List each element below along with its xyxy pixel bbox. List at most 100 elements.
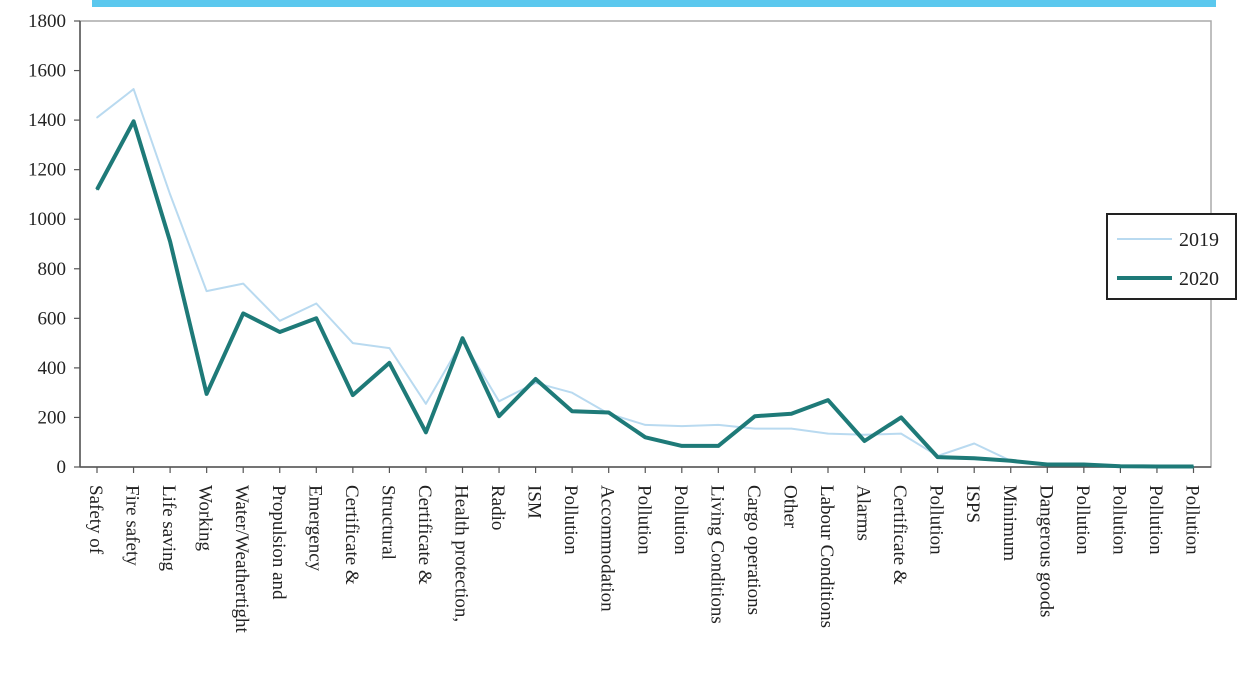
y-tick-label: 0 bbox=[57, 457, 67, 478]
data-point-2020 bbox=[973, 457, 975, 460]
data-point-2020 bbox=[1083, 463, 1085, 466]
x-tick-label: Labour Conditions bbox=[816, 485, 837, 628]
data-point-2019 bbox=[571, 391, 573, 394]
data-point-2019 bbox=[169, 193, 171, 196]
x-tick-label: ISM bbox=[524, 485, 545, 519]
x-tick-label: Propulsion and bbox=[268, 485, 289, 600]
x-tick-label: Safety of bbox=[85, 485, 106, 555]
data-point-2019 bbox=[863, 433, 866, 436]
data-point-2020 bbox=[1192, 465, 1195, 468]
data-point-2020 bbox=[717, 445, 720, 447]
legend-label-2020: 2020 bbox=[1179, 268, 1219, 290]
y-tick-label: 1200 bbox=[28, 160, 66, 181]
x-tick-label: Structural bbox=[377, 485, 398, 560]
data-point-2019 bbox=[973, 442, 975, 445]
x-tick-label: Pollution bbox=[1108, 485, 1129, 555]
data-point-2020 bbox=[242, 312, 244, 315]
data-point-2019 bbox=[534, 381, 537, 384]
data-point-2020 bbox=[936, 456, 939, 458]
data-point-2020 bbox=[681, 445, 683, 447]
data-point-2019 bbox=[681, 425, 683, 427]
data-point-2020 bbox=[1119, 465, 1122, 468]
data-point-2020 bbox=[132, 120, 135, 123]
x-tick-label: Certificate & bbox=[889, 485, 910, 585]
x-tick-label: Minimum bbox=[999, 485, 1020, 561]
data-point-2019 bbox=[425, 403, 427, 405]
data-point-2020 bbox=[534, 378, 537, 380]
data-point-2020 bbox=[754, 415, 756, 418]
x-tick-label: Water/Weathertight bbox=[231, 485, 252, 634]
y-tick-label: 600 bbox=[38, 308, 67, 329]
x-tick-label: Other bbox=[779, 485, 800, 529]
data-point-2019 bbox=[96, 116, 98, 119]
x-tick-label: ISPS bbox=[962, 485, 983, 523]
y-tick-label: 1000 bbox=[28, 209, 66, 230]
x-tick-label: Working bbox=[195, 485, 216, 552]
data-point-2020 bbox=[352, 394, 354, 396]
data-point-2020 bbox=[169, 240, 171, 243]
x-tick-label: Alarms bbox=[853, 485, 874, 541]
data-point-2019 bbox=[717, 424, 720, 426]
data-point-2019 bbox=[498, 400, 500, 403]
data-point-2019 bbox=[132, 88, 135, 90]
data-point-2019 bbox=[352, 342, 354, 344]
data-point-2020 bbox=[205, 393, 208, 395]
x-tick-label: Radio bbox=[487, 485, 508, 530]
y-tick-label: 200 bbox=[38, 407, 67, 428]
data-point-2020 bbox=[571, 410, 573, 413]
data-point-2019 bbox=[754, 427, 756, 430]
y-tick-label: 800 bbox=[38, 259, 67, 280]
legend: 2019 2020 bbox=[1106, 213, 1237, 300]
legend-box bbox=[1106, 213, 1237, 300]
data-point-2020 bbox=[278, 331, 281, 333]
x-tick-label: Cargo operations bbox=[743, 485, 764, 615]
data-point-2019 bbox=[205, 290, 208, 292]
data-point-2020 bbox=[863, 440, 866, 442]
data-point-2020 bbox=[1009, 460, 1012, 462]
data-point-2020 bbox=[827, 399, 829, 401]
data-point-2020 bbox=[461, 337, 464, 339]
x-axis: Safety of Fire safety Life saving Working Wa… bbox=[80, 466, 1211, 634]
x-tick-label: Pollution bbox=[633, 485, 654, 555]
y-tick-label: 1400 bbox=[28, 110, 66, 131]
data-point-2020 bbox=[425, 431, 427, 434]
data-point-2019 bbox=[315, 302, 318, 305]
x-tick-label: Accommodation bbox=[597, 485, 618, 612]
data-point-2019 bbox=[278, 320, 281, 322]
x-tick-label: Fire safety bbox=[122, 485, 143, 566]
data-point-2020 bbox=[900, 416, 902, 419]
x-tick-label: Pollution bbox=[1182, 485, 1203, 555]
y-tick-label: 1800 bbox=[28, 11, 66, 32]
legend-label-2019: 2019 bbox=[1179, 229, 1219, 251]
x-tick-label: Pollution bbox=[926, 485, 947, 555]
data-point-2020 bbox=[388, 362, 391, 364]
data-point-2020 bbox=[96, 188, 98, 191]
series-layer bbox=[95, 88, 1195, 469]
x-tick-label: Pollution bbox=[670, 485, 691, 555]
data-point-2020 bbox=[315, 317, 318, 320]
data-point-2019 bbox=[790, 427, 793, 430]
x-tick-label: Living Conditions bbox=[706, 485, 727, 624]
x-tick-label: Dangerous goods bbox=[1035, 485, 1056, 617]
x-tick-label: Certificate & bbox=[341, 485, 362, 585]
x-tick-label: Pollution bbox=[1072, 485, 1093, 555]
x-tick-label: Life saving bbox=[158, 485, 179, 572]
top-accent-bar bbox=[92, 0, 1216, 7]
x-tick-label: Pollution bbox=[1145, 485, 1166, 555]
x-tick-label: Certificate & bbox=[414, 485, 435, 585]
data-point-2019 bbox=[827, 432, 829, 435]
data-point-2019 bbox=[242, 282, 244, 285]
y-tick-label: 400 bbox=[38, 358, 67, 379]
data-point-2020 bbox=[1046, 463, 1049, 466]
plot-area bbox=[79, 20, 1212, 468]
data-point-2019 bbox=[900, 432, 902, 435]
x-tick-label: Health protection, bbox=[451, 485, 472, 622]
data-point-2019 bbox=[644, 424, 647, 426]
data-point-2020 bbox=[644, 436, 647, 439]
data-point-2019 bbox=[388, 347, 391, 349]
y-axis: 0 200 400 600 800 1000 1200 1400 1600 1800 bbox=[28, 11, 81, 478]
y-tick-label: 1600 bbox=[28, 61, 66, 82]
data-point-2020 bbox=[790, 412, 793, 415]
x-tick-label: Emergency bbox=[304, 485, 325, 572]
